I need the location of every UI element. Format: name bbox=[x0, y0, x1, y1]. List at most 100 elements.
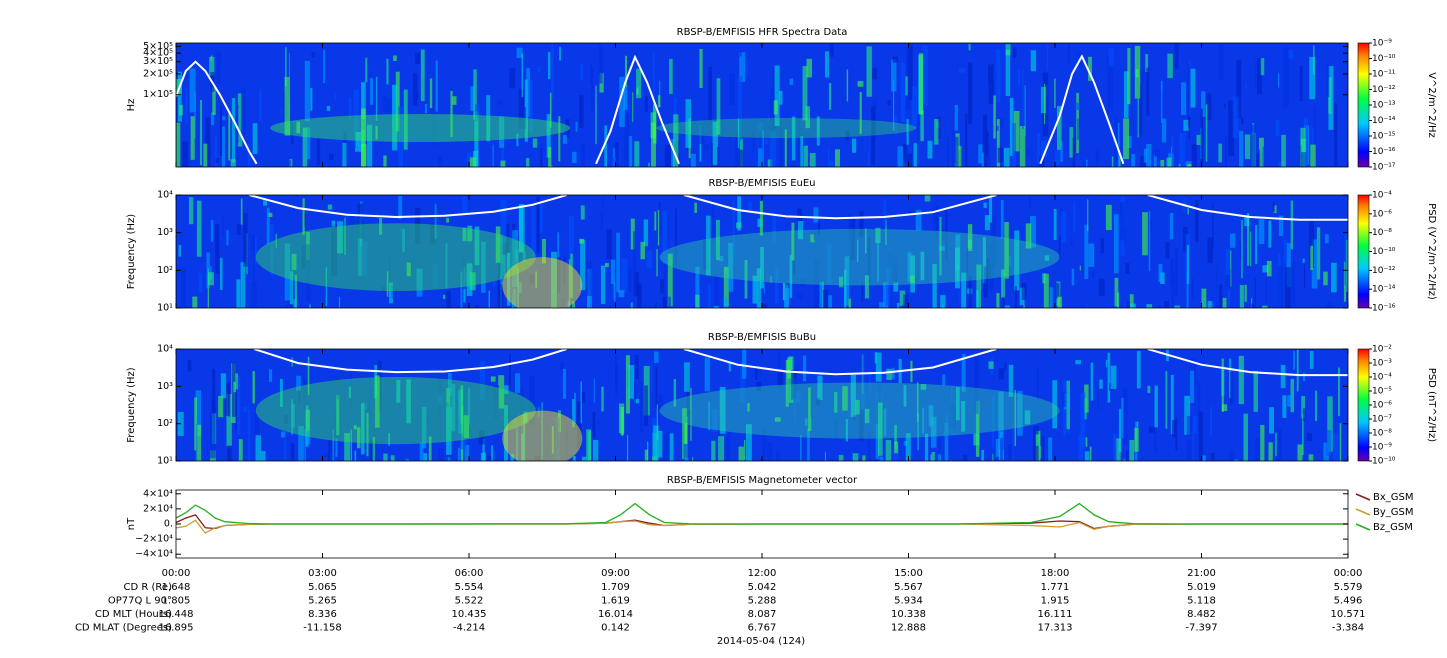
spectrogram-texture bbox=[344, 433, 351, 461]
spectrogram-texture bbox=[403, 89, 408, 150]
spectrogram-texture bbox=[684, 458, 689, 461]
spectrogram-texture bbox=[1244, 134, 1251, 159]
spectrogram-texture bbox=[716, 147, 720, 167]
spectrogram-texture bbox=[975, 400, 980, 457]
spectrogram-texture bbox=[342, 142, 347, 167]
spectrogram-texture bbox=[891, 59, 897, 92]
spectrogram-texture bbox=[601, 386, 604, 412]
spectrogram-texture bbox=[1171, 136, 1174, 167]
spectrogram-texture bbox=[383, 155, 387, 167]
spectrogram-texture bbox=[939, 216, 942, 276]
spectrogram-texture bbox=[982, 114, 988, 167]
panel: Bx_GSM By_GSM Bz_GSM −4×10⁴ −2×10⁴ 0. 2×10⁴ 4×1… bbox=[126, 488, 1414, 559]
colorbar-tick-label: 10⁻¹⁰ bbox=[1372, 54, 1396, 64]
spectrogram-texture bbox=[1192, 424, 1194, 461]
spectrogram-texture bbox=[1044, 255, 1050, 261]
spectrogram-texture bbox=[1123, 71, 1129, 119]
spectrogram-texture bbox=[917, 413, 919, 451]
spectrogram-texture bbox=[298, 383, 301, 406]
spectrogram-texture bbox=[1062, 391, 1067, 408]
spectrogram-texture bbox=[810, 388, 813, 418]
spectrogram-texture bbox=[467, 225, 473, 242]
spectrogram-texture bbox=[656, 118, 917, 138]
spectrogram-texture bbox=[1042, 273, 1046, 284]
spectrogram-texture bbox=[657, 95, 661, 108]
spectrogram-texture bbox=[270, 224, 274, 276]
spectrogram-texture bbox=[703, 144, 710, 152]
spectrogram-texture bbox=[1228, 358, 1232, 399]
spectrogram-texture bbox=[437, 448, 444, 461]
spectrogram-texture bbox=[995, 439, 1000, 457]
ephemeris-value: 1.648 bbox=[162, 582, 191, 593]
spectrogram-texture bbox=[1160, 159, 1165, 167]
spectrogram-texture bbox=[192, 296, 198, 308]
spectrogram-texture bbox=[304, 429, 306, 461]
spectrogram-texture bbox=[797, 208, 803, 228]
spectrogram-texture bbox=[1187, 208, 1189, 215]
spectrogram-texture bbox=[405, 458, 409, 461]
spectrogram-texture bbox=[279, 378, 283, 407]
spectrogram-texture bbox=[829, 160, 835, 167]
spectrogram-texture bbox=[847, 214, 853, 242]
spectrogram-texture bbox=[1090, 362, 1094, 401]
spectrogram-texture bbox=[765, 139, 769, 144]
spectrogram-texture bbox=[478, 430, 485, 445]
spectrogram-texture bbox=[1254, 438, 1260, 461]
colorbar-tick-label: 10⁻⁴ bbox=[1372, 373, 1392, 383]
spectrogram-texture bbox=[353, 89, 359, 148]
spectrogram-texture bbox=[940, 295, 946, 308]
spectrogram-texture bbox=[745, 424, 752, 461]
spectrogram-texture bbox=[592, 440, 599, 461]
spectrogram-texture bbox=[892, 257, 898, 284]
ephemeris-value: 10.571 bbox=[1331, 609, 1366, 620]
spectrogram-texture bbox=[789, 255, 793, 298]
spectrogram-texture bbox=[1255, 59, 1257, 88]
spectrogram-texture bbox=[968, 43, 971, 51]
x-tick-label: 00:00 bbox=[1334, 568, 1363, 579]
spectrogram-texture bbox=[954, 247, 960, 289]
spectrogram-texture bbox=[779, 128, 784, 167]
spectrogram-texture bbox=[651, 365, 653, 393]
spectrogram-texture bbox=[924, 433, 929, 461]
spectrogram-texture bbox=[1084, 224, 1089, 279]
spectrogram-texture bbox=[924, 195, 931, 202]
spectrogram-texture bbox=[1303, 372, 1306, 382]
spectrogram-texture bbox=[1110, 365, 1117, 390]
spectrogram-texture bbox=[448, 372, 452, 397]
spectrogram-texture bbox=[999, 437, 1004, 461]
spectrogram-texture bbox=[1129, 294, 1134, 308]
spectrogram-texture bbox=[597, 419, 599, 424]
spectrogram-texture bbox=[619, 76, 625, 127]
spectrogram-texture bbox=[236, 105, 239, 143]
spectrogram-texture bbox=[684, 362, 690, 392]
spectrogram-texture bbox=[1191, 143, 1197, 167]
spectrogram-texture bbox=[669, 433, 674, 461]
spectrogram-texture bbox=[292, 299, 297, 308]
spectrogram-texture bbox=[1276, 428, 1282, 461]
spectrogram-texture bbox=[1259, 137, 1264, 167]
spectrogram-texture bbox=[540, 148, 543, 167]
x-tick-label: 03:00 bbox=[308, 568, 337, 579]
spectrogram-texture bbox=[1075, 102, 1080, 110]
spectrogram-texture bbox=[565, 119, 570, 138]
spectrogram-texture bbox=[1080, 392, 1086, 450]
spectrogram-texture bbox=[559, 47, 562, 61]
spectrogram-texture bbox=[893, 79, 895, 131]
spectrogram-texture bbox=[1145, 54, 1149, 73]
spectrogram-texture bbox=[348, 386, 352, 399]
spectrogram-texture bbox=[1056, 106, 1062, 150]
spectrogram-texture bbox=[1174, 248, 1178, 296]
spectrogram-texture bbox=[706, 215, 711, 276]
spectrogram-texture bbox=[1207, 301, 1214, 308]
spectrogram-texture bbox=[502, 257, 583, 308]
gyrofrequency-line bbox=[253, 349, 567, 374]
spectrogram-texture bbox=[203, 143, 208, 167]
spectrogram-texture bbox=[176, 122, 181, 167]
spectrogram-texture bbox=[756, 268, 762, 308]
spectrogram-texture bbox=[491, 445, 494, 461]
spectrogram-texture bbox=[315, 307, 319, 308]
spectrogram-texture bbox=[572, 301, 575, 308]
spectrogram-texture bbox=[966, 248, 969, 273]
spectrogram-texture bbox=[1061, 211, 1067, 243]
